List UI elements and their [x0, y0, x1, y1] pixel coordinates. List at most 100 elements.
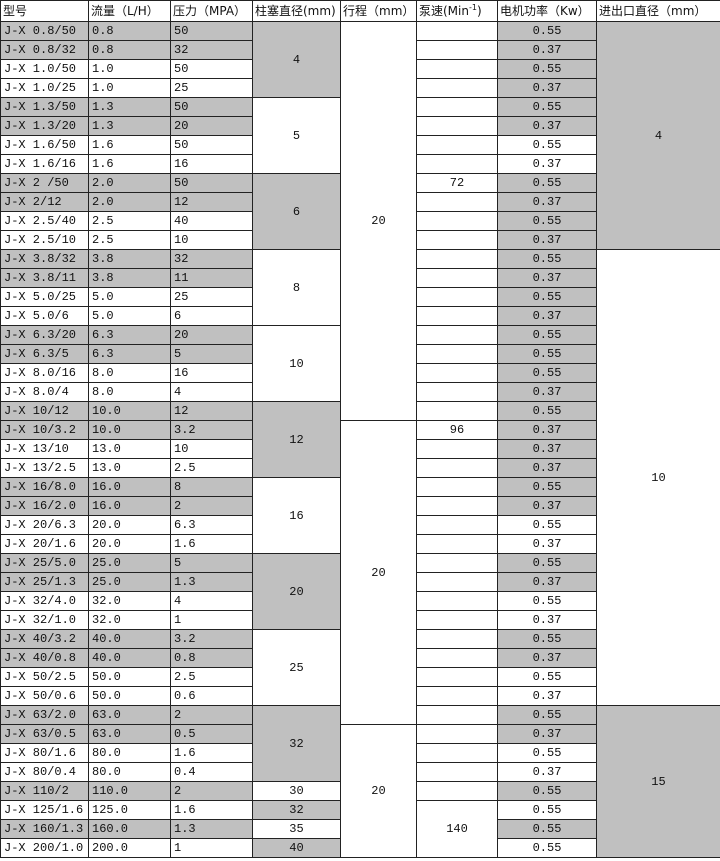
pressure-cell: 12: [170, 401, 253, 421]
header-cell: 行程（mm）: [340, 0, 417, 22]
pump-cell: [416, 743, 498, 763]
table-row: J-X 40/3.2 40.0 3.2 25 0.55: [0, 629, 720, 706]
model-cell: J-X 1.6/16: [0, 154, 89, 174]
motor-cell: 0.55: [497, 211, 597, 231]
motor-cell: 0.37: [497, 420, 597, 440]
table-row: J-X 5.0/6 5.0 6 0.37: [0, 306, 720, 326]
flow-cell: 5.0: [88, 287, 171, 307]
flow-cell: 8.0: [88, 382, 171, 402]
plunger-cell: 35: [252, 819, 341, 839]
plunger-cell: 25: [252, 629, 341, 706]
model-cell: J-X 1.6/50: [0, 135, 89, 155]
flow-cell: 63.0: [88, 705, 171, 725]
model-cell: J-X 2/12: [0, 192, 89, 212]
table-row: J-X 32/4.0 32.0 4 0.55: [0, 591, 720, 611]
header-cell: 电机功率（Kw）: [497, 0, 597, 22]
table-row: J-X 1.0/50 1.0 50 0.55: [0, 59, 720, 79]
pressure-cell: 2.5: [170, 458, 253, 478]
pump-cell: [416, 572, 498, 592]
motor-cell: 0.55: [497, 629, 597, 649]
flow-cell: 13.0: [88, 458, 171, 478]
pump-cell: [416, 553, 498, 573]
flow-cell: 200.0: [88, 838, 171, 858]
model-cell: J-X 110/2: [0, 781, 89, 801]
table-row: J-X 63/2.0 63.0 2 32 0.55 15: [0, 705, 720, 858]
table-row: J-X 20/1.6 20.0 1.6 0.37: [0, 534, 720, 554]
motor-cell: 0.55: [497, 363, 597, 383]
pump-cell: [416, 496, 498, 516]
table-row: J-X 2/12 2.0 12 0.37: [0, 192, 720, 212]
plunger-cell: 8: [252, 249, 341, 326]
pump-cell: [416, 306, 498, 326]
motor-cell: 0.37: [497, 762, 597, 782]
table-row: J-X 63/0.5 63.0 0.5 20 0.37: [0, 724, 720, 858]
motor-cell: 0.55: [497, 344, 597, 364]
flow-cell: 1.0: [88, 78, 171, 98]
model-cell: J-X 32/1.0: [0, 610, 89, 630]
table-row: J-X 2.5/10 2.5 10 0.37: [0, 230, 720, 250]
model-cell: J-X 25/5.0: [0, 553, 89, 573]
motor-cell: 0.55: [497, 477, 597, 497]
pressure-cell: 16: [170, 363, 253, 383]
pump-cell: [416, 344, 498, 364]
pressure-cell: 50: [170, 135, 253, 155]
plunger-cell: 5: [252, 97, 341, 174]
motor-cell: 0.55: [497, 819, 597, 839]
pressure-cell: 50: [170, 21, 253, 41]
flow-cell: 5.0: [88, 306, 171, 326]
plunger-cell: 10: [252, 325, 341, 402]
model-cell: J-X 10/3.2: [0, 420, 89, 440]
pump-cell: [416, 515, 498, 535]
model-cell: J-X 3.8/11: [0, 268, 89, 288]
motor-cell: 0.37: [497, 40, 597, 60]
pump-cell: [416, 154, 498, 174]
pump-cell: [416, 439, 498, 459]
motor-cell: 0.55: [497, 553, 597, 573]
model-cell: J-X 1.0/50: [0, 59, 89, 79]
pressure-cell: 6: [170, 306, 253, 326]
pump-cell: [416, 477, 498, 497]
plunger-cell: 6: [252, 173, 341, 250]
motor-cell: 0.37: [497, 382, 597, 402]
motor-cell: 0.37: [497, 610, 597, 630]
pressure-cell: 3.2: [170, 420, 253, 440]
table-row: J-X 80/1.6 80.0 1.6 0.55: [0, 743, 720, 763]
model-cell: J-X 50/2.5: [0, 667, 89, 687]
motor-cell: 0.55: [497, 401, 597, 421]
table-row: J-X 8.0/16 8.0 16 0.55: [0, 363, 720, 383]
flow-cell: 10.0: [88, 420, 171, 440]
motor-cell: 0.37: [497, 496, 597, 516]
table-row: J-X 40/0.8 40.0 0.8 0.37: [0, 648, 720, 668]
flow-cell: 13.0: [88, 439, 171, 459]
pressure-cell: 16: [170, 154, 253, 174]
pump-cell: [416, 724, 498, 744]
table-row: J-X 1.6/50 1.6 50 0.55: [0, 135, 720, 155]
flow-cell: 125.0: [88, 800, 171, 820]
motor-cell: 0.37: [497, 306, 597, 326]
model-cell: J-X 125/1.6: [0, 800, 89, 820]
pump-cell: [416, 287, 498, 307]
table-row: J-X 2 /50 2.0 50 6 72 0.55: [0, 173, 720, 250]
pressure-cell: 0.5: [170, 724, 253, 744]
motor-cell: 0.55: [497, 135, 597, 155]
pressure-cell: 1.3: [170, 819, 253, 839]
table-row: J-X 0.8/32 0.8 32 0.37: [0, 40, 720, 60]
flow-cell: 6.3: [88, 325, 171, 345]
pressure-cell: 1.6: [170, 743, 253, 763]
motor-cell: 0.37: [497, 268, 597, 288]
flow-cell: 3.8: [88, 268, 171, 288]
model-cell: J-X 32/4.0: [0, 591, 89, 611]
pump-cell: [416, 325, 498, 345]
table-row: J-X 3.8/32 3.8 32 8 0.55 10: [0, 249, 720, 706]
header-row: 型号 流量（L/H） 压力（MPA） 柱塞直径(mm) 行程（mm） 泵速(Min-1) 电…: [0, 0, 720, 22]
stroke-cell: 20: [340, 420, 417, 725]
flow-cell: 1.6: [88, 135, 171, 155]
motor-cell: 0.55: [497, 667, 597, 687]
motor-cell: 0.55: [497, 705, 597, 725]
table-row: J-X 16/2.0 16.0 2 0.37: [0, 496, 720, 516]
pump-cell: [416, 268, 498, 288]
port-cell: 4: [596, 21, 720, 250]
model-cell: J-X 80/1.6: [0, 743, 89, 763]
pressure-cell: 1: [170, 610, 253, 630]
